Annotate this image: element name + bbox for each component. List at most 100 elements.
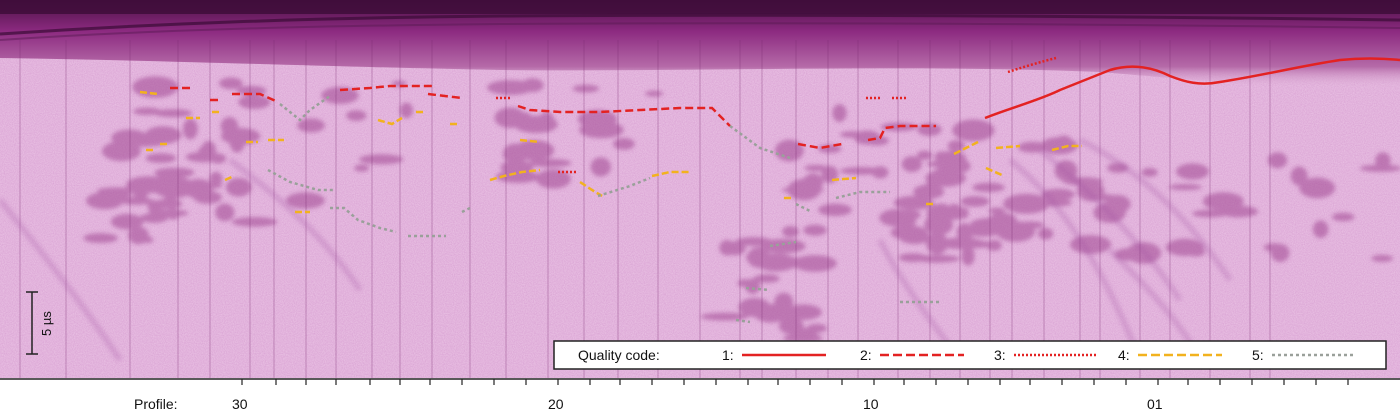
reflector-blob	[215, 203, 235, 222]
reflector-blob	[1299, 177, 1336, 199]
reflector-blob	[1312, 220, 1329, 239]
reflector-blob	[1187, 247, 1206, 257]
reflector-blob	[1270, 243, 1290, 262]
reflector-blob	[144, 126, 182, 144]
reflector-blob	[182, 118, 198, 140]
reflector-blob	[1375, 152, 1391, 169]
reflector-blob	[939, 237, 985, 250]
reflector-blob	[787, 178, 821, 201]
reflector-blob	[140, 236, 154, 244]
reflector-blob	[147, 200, 163, 214]
reflector-blob	[818, 203, 852, 217]
legend: Quality code: 1: 2: 3: 4: 5:	[553, 340, 1387, 370]
reflector-blob	[1141, 167, 1158, 177]
reflector-blob	[970, 217, 1012, 231]
reflector-blob	[1176, 163, 1209, 180]
reflector-blob	[901, 156, 922, 173]
scale-bar-label: 5 µs	[39, 311, 54, 336]
reflector-blob	[1290, 166, 1308, 186]
profile-tick-label-10: 10	[863, 396, 879, 412]
reflector-blob	[164, 190, 178, 209]
reflector-blob	[285, 192, 325, 209]
reflector-blob	[346, 110, 367, 121]
reflector-blob	[1371, 254, 1393, 262]
profile-tick-label-30: 30	[232, 396, 248, 412]
reflector-blob	[359, 154, 404, 165]
reflector-blob	[85, 192, 124, 210]
reflector-blob	[1016, 221, 1044, 229]
reflector-blob	[514, 115, 558, 134]
reflector-blob	[893, 195, 934, 210]
profile-axis-label: Profile:	[134, 396, 178, 412]
reflector-blob	[954, 159, 971, 173]
reflector-blob	[925, 180, 955, 187]
reflector-blob	[1359, 164, 1400, 172]
reflector-blob	[778, 317, 804, 335]
reflector-blob	[590, 157, 611, 177]
reflector-blob	[1202, 192, 1244, 211]
legend-code-2: 2:	[860, 347, 872, 363]
reflector-blob	[803, 224, 827, 236]
reflector-blob	[960, 196, 990, 207]
horizon-code-2b	[339, 84, 731, 127]
reflector-blob	[613, 138, 635, 150]
reflector-blob	[198, 146, 212, 156]
legend-code-5: 5:	[1252, 347, 1264, 363]
reflector-blob	[897, 215, 917, 227]
radar-image	[0, 0, 1400, 378]
reflector-blob	[947, 140, 965, 152]
profile-tick-label-20: 20	[548, 396, 564, 412]
reflector-blob	[719, 240, 735, 256]
profile-axis: Profile: 30 20 10 01	[0, 378, 1400, 412]
reflector-blob	[782, 226, 799, 238]
reflector-blob	[577, 109, 617, 129]
reflector-blob	[180, 181, 223, 190]
reflector-blob	[1040, 137, 1078, 155]
reflector-blob	[110, 213, 144, 230]
legend-code-1: 1:	[722, 347, 734, 363]
reflector-blob	[700, 312, 749, 321]
reflector-blob	[1267, 152, 1288, 169]
reflector-blob	[399, 102, 413, 119]
reflector-blob	[153, 109, 193, 118]
horizon-code-2a	[170, 86, 279, 104]
reflector-blob	[832, 104, 847, 122]
reflector-blob	[219, 77, 243, 90]
legend-code-3: 3:	[994, 347, 1006, 363]
reflector-blob	[890, 225, 928, 240]
reflector-blob	[1017, 141, 1048, 153]
reflector-blob	[947, 203, 961, 214]
reflector-blob	[745, 253, 767, 262]
reflector-blob	[961, 246, 975, 266]
horizon-code-2c	[797, 124, 936, 150]
reflector-blob	[185, 151, 222, 163]
reflector-blob	[83, 233, 118, 244]
reflector-blob	[988, 207, 1006, 214]
reflector-blob	[839, 131, 866, 138]
reflector-blob	[913, 184, 945, 199]
legend-title: Quality code:	[578, 347, 660, 363]
reflector-blob	[1331, 212, 1355, 222]
reflector-blob	[754, 274, 780, 283]
reflector-blob	[225, 177, 252, 197]
reflector-blob	[755, 303, 800, 322]
legend-code-4: 4:	[1118, 347, 1130, 363]
reflector-blob	[125, 176, 171, 194]
reflector-blob	[1168, 184, 1202, 191]
reflector-blob	[986, 239, 1002, 251]
reflector-blob	[934, 203, 951, 224]
reflector-blob	[513, 139, 555, 161]
reflector-blob	[354, 164, 370, 172]
reflector-blob	[536, 169, 571, 189]
reflector-blob	[496, 170, 540, 184]
reflector-blob	[760, 238, 806, 254]
reflector-blob	[804, 164, 828, 172]
reflector-blob	[119, 196, 154, 205]
reflector-blob	[572, 84, 600, 93]
reflector-blob	[1003, 193, 1050, 214]
scale-bar: 5 µs	[26, 291, 54, 355]
profile-tick-label-01: 01	[1147, 396, 1163, 412]
reflector-blob	[101, 141, 141, 162]
reflector-blob	[864, 135, 889, 146]
